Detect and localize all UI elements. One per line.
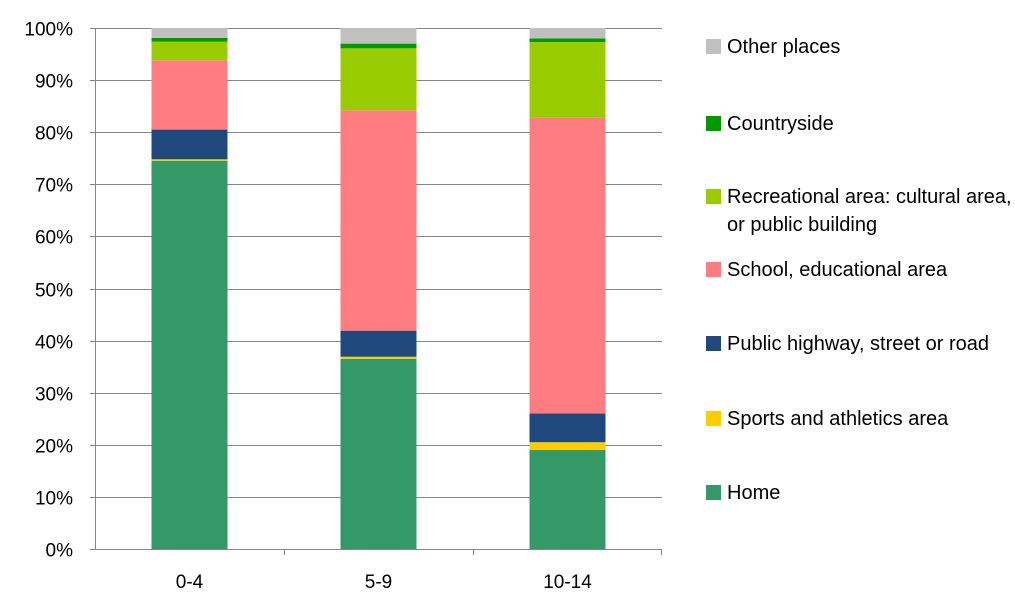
x-tick-labels: 0-4 5-9 10-14 xyxy=(176,572,592,593)
bar-segment xyxy=(529,450,606,549)
bar-segment xyxy=(529,413,606,443)
bars xyxy=(151,28,606,550)
legend-swatch xyxy=(706,411,721,426)
stacked-bar-chart: 0% 10% 20% 30% 40% 50% 60% 70% 80% 90% 100% 0-4 5-9… xyxy=(24,20,662,593)
legend-label: Home xyxy=(727,482,781,504)
x-tick-label: 5-9 xyxy=(365,572,392,593)
legend-swatch xyxy=(706,116,721,131)
y-tick-label: 80% xyxy=(35,124,73,145)
y-tick-label: 60% xyxy=(35,228,73,249)
bar-segment xyxy=(529,42,606,118)
legend-item-countryside: Countryside xyxy=(706,110,1012,138)
legend-swatch xyxy=(706,39,721,54)
legend-item-school: School, educational area xyxy=(706,256,1012,284)
x-tick-label: 0-4 xyxy=(176,572,204,593)
y-tick-label: 40% xyxy=(35,333,73,354)
bar-segment xyxy=(151,160,228,550)
x-tick-label: 10-14 xyxy=(543,572,592,593)
bar-segment xyxy=(340,43,417,49)
legend-swatch xyxy=(706,336,721,351)
y-tick-labels: 0% 10% 20% 30% 40% 50% 60% 70% 80% 90% 100% xyxy=(24,20,73,562)
bar-segment xyxy=(151,37,228,42)
legend-item-home: Home xyxy=(706,479,1012,507)
axes xyxy=(90,28,662,555)
legend-label: Public highway, street or road xyxy=(727,333,989,355)
y-tick-label: 20% xyxy=(35,437,73,458)
bar-segment xyxy=(151,41,228,61)
y-tick-label: 50% xyxy=(35,281,73,302)
bar-segment xyxy=(340,330,417,357)
bar-segment xyxy=(340,28,417,44)
legend-label: Recreational area: cultural area, or pub… xyxy=(727,186,1012,236)
legend-swatch xyxy=(706,189,721,204)
y-tick-label: 90% xyxy=(35,72,73,93)
bar-segment xyxy=(151,28,228,38)
y-tick-label: 10% xyxy=(35,489,73,510)
legend-label: Other places xyxy=(727,36,841,58)
bar-segment xyxy=(340,356,417,359)
bar-segment xyxy=(151,129,228,160)
legend-label: Sports and athletics area xyxy=(727,408,949,430)
bar-segment xyxy=(151,159,228,161)
legend-swatch xyxy=(706,262,721,277)
bar-segment xyxy=(529,117,606,414)
bar-segment xyxy=(529,28,606,39)
y-tick-label: 30% xyxy=(35,385,73,406)
bar-segment xyxy=(529,442,606,451)
legend-item-recreational-area: Recreational area: cultural area, or pub… xyxy=(706,183,1012,239)
legend-swatch xyxy=(706,485,721,500)
legend-label: School, educational area xyxy=(727,259,948,281)
legend: Other places Countryside Recreational ar… xyxy=(706,0,1015,594)
legend-item-other-places: Other places xyxy=(706,33,1012,61)
bar-segment xyxy=(340,48,417,111)
y-tick-label: 0% xyxy=(46,541,74,562)
bar-segment xyxy=(529,38,606,43)
bar-segment xyxy=(151,60,228,130)
bar-segment xyxy=(340,110,417,331)
legend-item-sports-area: Sports and athletics area xyxy=(706,405,1012,433)
bar-segment xyxy=(340,358,417,549)
y-tick-label: 100% xyxy=(24,20,73,41)
legend-label: Countryside xyxy=(727,113,834,135)
y-tick-label: 70% xyxy=(35,176,73,197)
legend-item-public-highway: Public highway, street or road xyxy=(706,330,1007,358)
